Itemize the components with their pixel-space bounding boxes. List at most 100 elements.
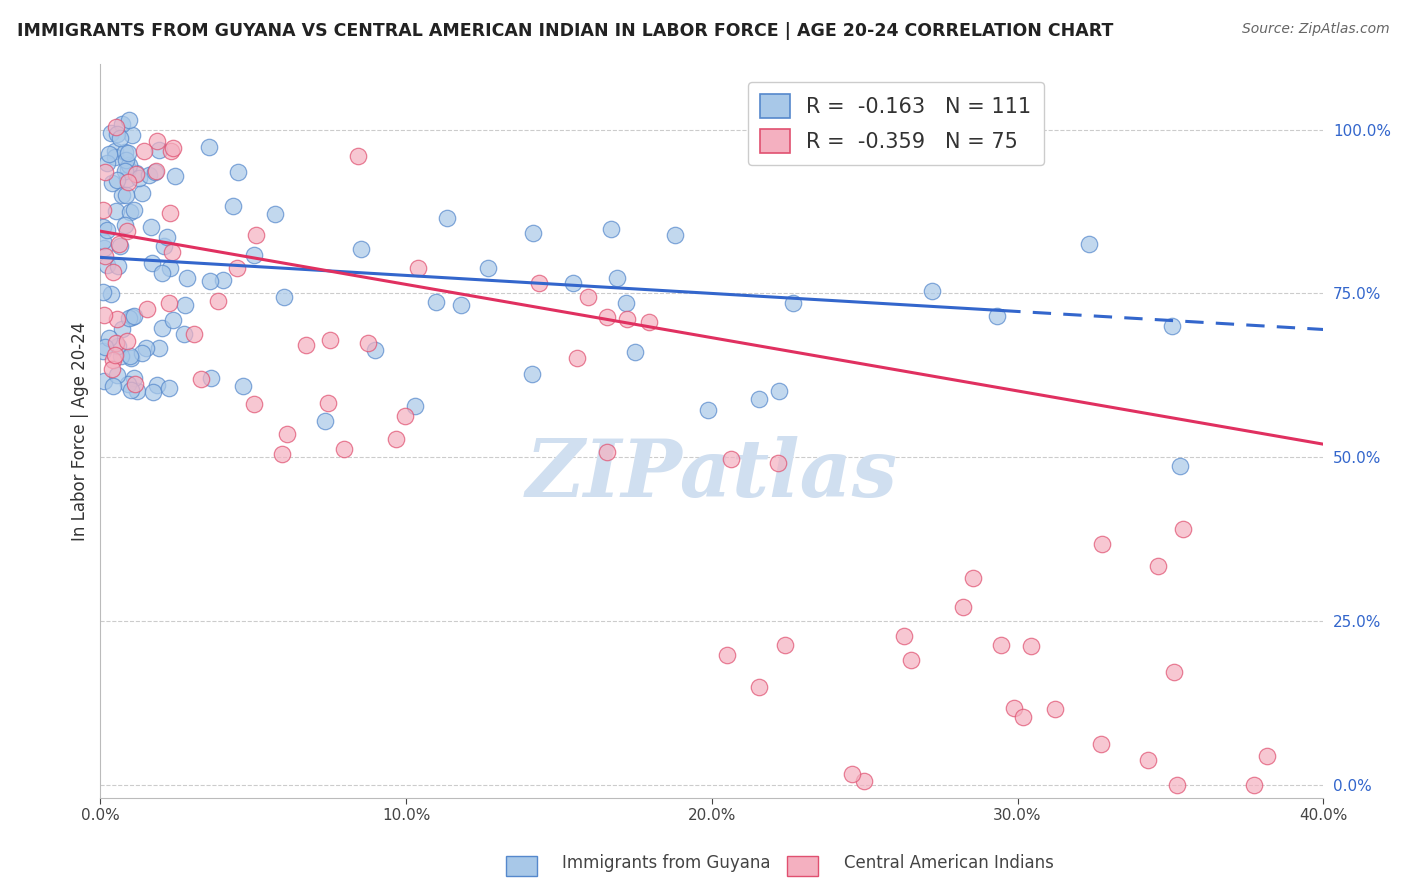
Point xyxy=(124,371,146,385)
Point xyxy=(163,169,186,183)
Point xyxy=(606,271,628,285)
Point xyxy=(125,384,148,399)
Text: Source: ZipAtlas.com: Source: ZipAtlas.com xyxy=(1241,22,1389,37)
Point xyxy=(347,149,370,163)
Point xyxy=(115,224,138,238)
Point xyxy=(520,368,543,382)
Point xyxy=(748,392,770,406)
Point xyxy=(243,247,266,261)
Point xyxy=(1091,537,1114,551)
Point xyxy=(135,341,157,355)
Point xyxy=(117,145,139,160)
Point xyxy=(319,333,342,347)
Point xyxy=(111,188,134,202)
Point xyxy=(96,222,118,236)
Point xyxy=(115,334,138,349)
Point xyxy=(146,377,169,392)
Point xyxy=(245,228,267,243)
Point xyxy=(567,351,589,365)
Point xyxy=(101,176,124,190)
Point xyxy=(225,260,247,275)
Point xyxy=(173,326,195,341)
Point xyxy=(93,308,115,322)
Point xyxy=(425,294,447,309)
Point xyxy=(103,265,125,279)
Point xyxy=(157,296,180,310)
Point xyxy=(96,258,118,272)
Point xyxy=(138,168,160,182)
Point xyxy=(148,341,170,355)
Point xyxy=(364,343,387,357)
Point xyxy=(100,126,122,140)
Point xyxy=(105,173,128,187)
Point xyxy=(110,117,132,131)
Point xyxy=(93,202,115,217)
Point xyxy=(159,145,181,159)
Point xyxy=(105,368,128,382)
Point xyxy=(921,284,943,298)
Point xyxy=(450,298,472,312)
Point xyxy=(128,171,150,186)
Point xyxy=(1090,737,1112,751)
Point xyxy=(436,211,458,225)
Point xyxy=(616,311,638,326)
Point xyxy=(139,219,162,234)
Point xyxy=(115,153,138,168)
Legend: R =  -0.163   N = 111, R =  -0.359   N = 75: R = -0.163 N = 111, R = -0.359 N = 75 xyxy=(748,82,1043,165)
Text: IMMIGRANTS FROM GUYANA VS CENTRAL AMERICAN INDIAN IN LABOR FORCE | AGE 20-24 COR: IMMIGRANTS FROM GUYANA VS CENTRAL AMERIC… xyxy=(17,22,1114,40)
Point xyxy=(101,379,124,393)
Point xyxy=(614,296,637,310)
Point xyxy=(105,312,128,326)
Point xyxy=(146,134,169,148)
Point xyxy=(110,239,132,253)
Point xyxy=(768,384,790,398)
Point xyxy=(162,313,184,327)
Point xyxy=(125,167,148,181)
Point xyxy=(104,145,127,159)
Point xyxy=(93,241,115,255)
Point xyxy=(1002,701,1025,715)
Point xyxy=(314,414,336,428)
Point xyxy=(148,143,170,157)
Point xyxy=(159,261,181,276)
Point xyxy=(720,452,742,467)
Point xyxy=(152,321,174,335)
Point xyxy=(153,238,176,252)
Point xyxy=(1021,640,1043,654)
Point xyxy=(748,680,770,694)
Point xyxy=(200,371,222,385)
Point xyxy=(104,348,127,362)
Point xyxy=(697,403,720,417)
Point xyxy=(1043,702,1066,716)
Point xyxy=(135,301,157,316)
Point xyxy=(222,199,245,213)
Point xyxy=(118,112,141,127)
Point xyxy=(596,310,619,325)
Point xyxy=(853,774,876,789)
Point xyxy=(394,409,416,424)
Point xyxy=(357,336,380,351)
Point xyxy=(107,260,129,274)
Text: ZIPatlas: ZIPatlas xyxy=(526,436,898,514)
Point xyxy=(226,165,249,179)
Point xyxy=(120,384,142,398)
Point xyxy=(1256,748,1278,763)
Y-axis label: In Labor Force | Age 20-24: In Labor Force | Age 20-24 xyxy=(72,321,89,541)
Point xyxy=(232,379,254,393)
Point xyxy=(104,336,127,351)
Point xyxy=(664,227,686,242)
Point xyxy=(132,145,155,159)
Point xyxy=(96,156,118,170)
Point xyxy=(162,141,184,155)
Point xyxy=(117,310,139,325)
Point xyxy=(93,285,115,300)
Point xyxy=(900,652,922,666)
Point xyxy=(94,340,117,354)
Point xyxy=(1173,522,1195,536)
Point xyxy=(94,249,117,263)
Point xyxy=(120,351,142,365)
Text: Immigrants from Guyana: Immigrants from Guyana xyxy=(562,855,770,872)
Point xyxy=(117,175,139,189)
Point xyxy=(716,648,738,662)
Point xyxy=(385,432,408,446)
